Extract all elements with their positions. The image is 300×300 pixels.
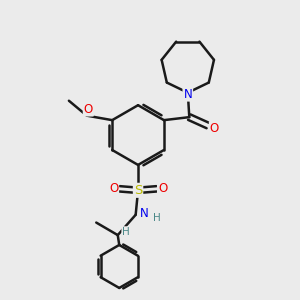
Text: O: O [210, 122, 219, 135]
Text: N: N [140, 207, 149, 220]
Text: O: O [109, 182, 118, 195]
Text: O: O [158, 182, 167, 195]
Text: S: S [134, 184, 142, 197]
Text: N: N [183, 88, 192, 101]
Text: H: H [122, 227, 130, 237]
Text: H: H [153, 213, 161, 224]
Text: O: O [84, 103, 93, 116]
